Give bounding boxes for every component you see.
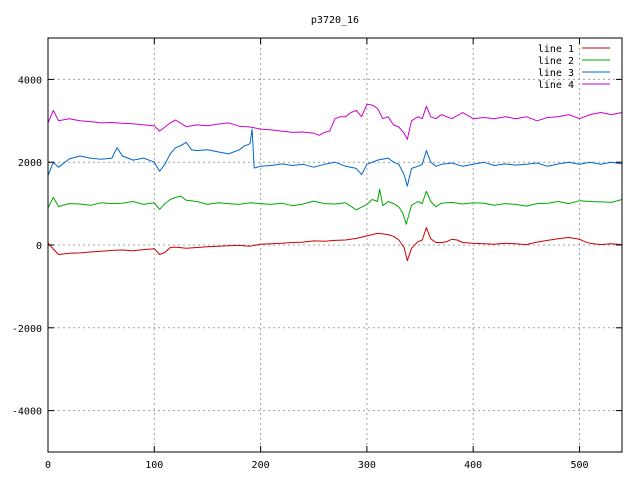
chart-title: p3720_16	[311, 15, 359, 26]
y-tick-label: 4000	[18, 75, 42, 86]
series-line-4	[47, 103, 623, 140]
x-tick-label: 300	[358, 460, 376, 471]
x-tick-label: 100	[145, 460, 163, 471]
x-tick-label: 400	[464, 460, 482, 471]
grid-lines	[48, 38, 622, 452]
x-tick-label: 200	[252, 460, 270, 471]
legend-label: line 2	[538, 56, 574, 67]
y-tick-label: -2000	[12, 324, 42, 335]
series-line-1	[47, 227, 623, 262]
y-tick-label: 0	[36, 241, 42, 252]
legend-label: line 4	[538, 80, 574, 91]
series-line-3	[47, 128, 623, 187]
legend-label: line 3	[538, 68, 574, 79]
legend-label: line 1	[538, 44, 574, 55]
y-tick-label: -4000	[12, 407, 42, 418]
y-tick-label: 2000	[18, 158, 42, 169]
series-layer	[47, 103, 623, 262]
series-line-2	[47, 188, 623, 225]
x-tick-label: 0	[45, 460, 51, 471]
x-tick-label: 500	[570, 460, 588, 471]
axis-ticks: 0 100 200 300 400 500 -4000 -2000 0 2000 4000	[12, 38, 622, 471]
